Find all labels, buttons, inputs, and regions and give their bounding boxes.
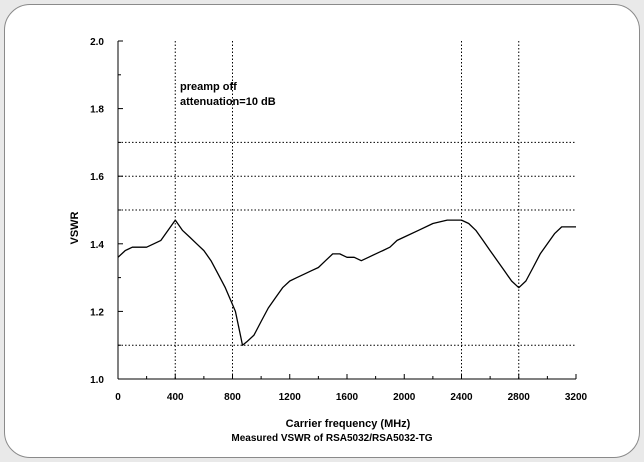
x-tick-label: 3200 <box>565 392 588 403</box>
x-tick-label: 0 <box>115 392 121 403</box>
x-tick-label: 1600 <box>336 392 359 403</box>
reference-lines <box>118 41 576 379</box>
x-tick-label: 2400 <box>450 392 473 403</box>
y-tick-label: 1.8 <box>90 105 104 116</box>
series <box>117 219 576 346</box>
x-axis-title: Carrier frequency (MHz) <box>286 418 411 430</box>
x-tick-label: 800 <box>224 392 241 403</box>
x-tick-label: 1200 <box>279 392 302 403</box>
tick-labels: 1.0 1.2 1.4 1.6 1.8 2.0 0 400 800 1200 1600 2000 240… <box>90 37 587 403</box>
vswr-series-line <box>117 219 576 346</box>
y-axis-title: VSWR <box>69 211 81 244</box>
y-tick-label: 2.0 <box>90 37 104 48</box>
y-tick-label: 1.4 <box>90 240 104 251</box>
x-tick-label: 400 <box>167 392 184 403</box>
chart-caption: Measured VSWR of RSA5032/RSA5032-TG <box>231 433 432 444</box>
annotation-line-1: preamp off <box>180 81 237 93</box>
x-tick-label: 2000 <box>393 392 416 403</box>
tick-marks <box>117 40 577 380</box>
x-tick-label: 2800 <box>508 392 531 403</box>
annotation-line-2: attenuation=10 dB <box>180 96 276 108</box>
y-tick-label: 1.2 <box>90 307 104 318</box>
y-tick-label: 1.0 <box>90 375 104 386</box>
y-tick-label: 1.6 <box>90 172 104 183</box>
chart-card <box>4 4 640 458</box>
